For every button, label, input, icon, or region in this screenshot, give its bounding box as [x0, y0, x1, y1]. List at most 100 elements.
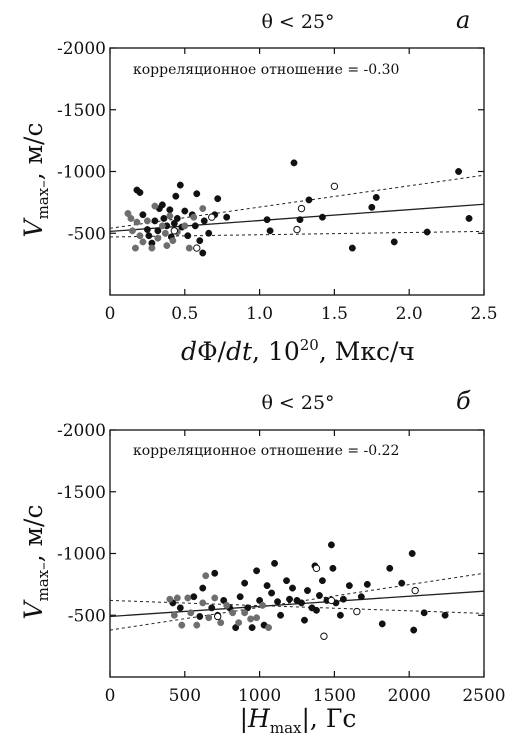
panel-a-point-filled-black: [200, 217, 208, 225]
panel-a-plot-frame: [109, 47, 485, 296]
panel-b-y-axis-label: Vmax–, м/с: [19, 505, 52, 620]
panel-a-point-filled-black: [305, 196, 313, 204]
panel-b-point-filled-gray: [265, 624, 273, 632]
panel-a-point-filled-gray: [199, 205, 207, 213]
panel-a-point-filled-black: [191, 222, 199, 230]
panel-a-x-ticks: 0 0.5 1.0 1.5 2.0 2.5: [105, 48, 498, 324]
panel-b-y-tick-label: -1500: [57, 483, 106, 503]
panel-b-point-filled-gray: [241, 609, 249, 617]
panel-a-letter: a: [456, 6, 470, 34]
panel-a-point-filled-black: [184, 232, 192, 240]
panel-b-point-open: [411, 586, 419, 595]
panel-b-point-filled-black: [318, 577, 326, 585]
panel-b-point-filled-black: [263, 582, 271, 590]
panel-b-title: θ < 25°: [261, 392, 334, 414]
panel-a-point-filled-black: [465, 214, 473, 222]
panel-b-point-filled-black: [408, 550, 416, 557]
panel-b-point-filled-gray: [217, 619, 225, 627]
panel-b-y-tick-label: -1000: [57, 545, 106, 565]
panel-b-point-filled-gray: [247, 615, 255, 623]
panel-b-point-filled-gray: [178, 621, 186, 629]
panel-b-plot-frame: [109, 429, 485, 678]
panel-b-y-ticks: -2000 -1500 -1000 -500: [57, 421, 484, 626]
panel-a-point-filled-black: [423, 228, 431, 236]
panel-b-point-filled-black: [283, 577, 290, 585]
panel-b-point-filled-black: [327, 541, 335, 549]
panel-b-x-axis-label: |Hmax|, Гс: [240, 704, 357, 737]
panel-b-point-open: [214, 612, 222, 621]
panel-a: θ < 25° a корреляционное отношение = -0.…: [19, 6, 498, 366]
panel-b-point-filled-gray: [223, 601, 231, 609]
panel-b-point-filled-black: [410, 626, 418, 634]
panel-b-point-filled-black: [236, 593, 244, 601]
panel-a-point-filled-black: [151, 217, 159, 225]
panel-b-x-tick-label: 2000: [388, 686, 431, 706]
panel-a-point-filled-black: [193, 190, 201, 198]
panel-a-point-filled-black: [196, 237, 204, 245]
panel-b-point-filled-black: [386, 564, 394, 572]
panel-b-x-tick-label: 2500: [462, 686, 505, 706]
panel-a-point-filled-black: [263, 216, 271, 224]
panel-b-point-filled-black: [336, 611, 344, 619]
panel-a-point-open: [330, 182, 339, 191]
panel-b-point-filled-black: [420, 609, 428, 617]
panel-a-point-filled-black: [390, 238, 398, 246]
panel-a-point-filled-black: [290, 159, 298, 167]
panel-a-point-filled-gray: [161, 229, 169, 237]
panel-a-point-filled-gray: [151, 202, 159, 210]
panel-a-y-tick-label: -500: [68, 224, 106, 244]
panel-b-point-filled-gray: [184, 594, 192, 602]
panel-a-point-filled-black: [170, 219, 178, 227]
panel-a-point-filled-gray: [163, 242, 171, 250]
panel-a-point-filled-black: [455, 168, 463, 175]
panel-b-point-filled-black: [176, 604, 184, 612]
panel-b-point-filled-black: [315, 592, 323, 599]
panel-b-point-filled-black: [277, 611, 284, 619]
panel-a-point-filled-gray: [158, 222, 166, 230]
panel-a-point-filled-black: [145, 232, 153, 240]
panel-b-point-filled-black: [357, 593, 365, 601]
panel-a-point-filled-gray: [148, 244, 156, 252]
panel-a-point-filled-black: [176, 181, 184, 189]
panel-b-point-filled-black: [271, 559, 279, 567]
panel-b-point-filled-black: [211, 569, 219, 577]
panel-b-annotation: корреляционное отношение = -0.22: [133, 443, 399, 459]
panel-b-point-filled-gray: [170, 611, 178, 619]
panel-b-x-tick-label: 500: [169, 686, 201, 706]
panel-a-point-filled-gray: [124, 210, 132, 217]
panel-a-y-tick-label: -2000: [57, 39, 106, 59]
panel-b-point-filled-gray: [211, 594, 219, 602]
panel-a-point-filled-gray: [127, 214, 135, 222]
panel-b-point-filled-black: [268, 589, 276, 597]
panel-a-x-tick-label: 0: [105, 304, 116, 324]
panel-a-point-filled-gray: [133, 218, 141, 226]
panel-a-point-filled-black: [154, 227, 162, 235]
panel-a-point-filled-gray: [181, 222, 189, 230]
panel-b-point-filled-black: [199, 584, 207, 592]
panel-b-points: [166, 541, 449, 640]
panel-a-point-filled-gray: [128, 227, 136, 235]
panel-a-point-filled-gray: [131, 244, 139, 252]
panel-a-point-filled-gray: [169, 237, 177, 245]
panel-b-point-filled-black: [312, 606, 320, 614]
panel-b-point-filled-gray: [235, 619, 243, 627]
panel-a-point-filled-black: [214, 195, 222, 203]
panel-b-point-filled-black: [441, 611, 449, 619]
panel-b: θ < 25° б корреляционное отношение = -0.…: [19, 387, 505, 737]
panel-a-point-filled-black: [181, 207, 189, 215]
panel-a-x-tick-label: 2.0: [396, 304, 423, 324]
panel-b-point-filled-black: [363, 580, 371, 588]
panel-b-point-filled-black: [304, 587, 311, 594]
panel-b-point-filled-black: [244, 604, 252, 612]
panel-a-title: θ < 25°: [261, 11, 334, 33]
panel-b-x-tick-label: 0: [105, 686, 116, 706]
panel-b-point-filled-gray: [193, 621, 201, 629]
panel-a-y-axis-label: Vmax–, м/с: [19, 123, 52, 238]
panel-b-point-filled-black: [339, 595, 347, 603]
panel-a-fit-line: [109, 203, 485, 233]
panel-a-point-filled-black: [199, 249, 207, 257]
panel-a-x-tick-label: 2.5: [470, 304, 497, 324]
panel-b-point-filled-black: [220, 596, 228, 604]
panel-a-y-ticks: -2000 -1500 -1000 -500: [57, 39, 484, 244]
panel-b-point-filled-black: [329, 564, 337, 572]
